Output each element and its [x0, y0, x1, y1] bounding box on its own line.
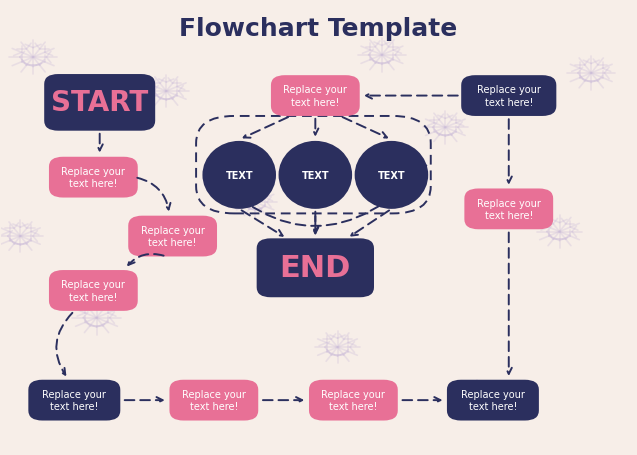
FancyBboxPatch shape [309, 380, 397, 420]
Text: Replace your
text here!: Replace your text here! [461, 389, 525, 411]
Text: Replace your
text here!: Replace your text here! [43, 389, 106, 411]
Text: Flowchart Template: Flowchart Template [180, 17, 457, 41]
FancyBboxPatch shape [169, 380, 258, 420]
Ellipse shape [278, 142, 352, 209]
FancyBboxPatch shape [128, 216, 217, 257]
Text: Replace your
text here!: Replace your text here! [61, 280, 125, 302]
Text: Replace your
text here!: Replace your text here! [182, 389, 246, 411]
FancyBboxPatch shape [44, 75, 155, 131]
FancyBboxPatch shape [464, 189, 553, 230]
Text: Replace your
text here!: Replace your text here! [477, 85, 541, 107]
FancyBboxPatch shape [257, 239, 374, 298]
Ellipse shape [203, 142, 276, 209]
Text: Replace your
text here!: Replace your text here! [61, 167, 125, 189]
FancyBboxPatch shape [271, 76, 360, 116]
FancyBboxPatch shape [461, 76, 556, 116]
Text: Replace your
text here!: Replace your text here! [141, 225, 204, 248]
FancyBboxPatch shape [49, 270, 138, 311]
Ellipse shape [355, 142, 428, 209]
Text: TEXT: TEXT [301, 171, 329, 181]
FancyBboxPatch shape [28, 380, 120, 420]
Text: Replace your
text here!: Replace your text here! [283, 85, 347, 107]
Text: START: START [51, 89, 148, 117]
Text: Replace your
text here!: Replace your text here! [477, 198, 541, 221]
Text: Replace your
text here!: Replace your text here! [322, 389, 385, 411]
FancyBboxPatch shape [447, 380, 539, 420]
FancyBboxPatch shape [49, 157, 138, 198]
Text: END: END [280, 254, 351, 283]
Text: TEXT: TEXT [225, 171, 253, 181]
Text: TEXT: TEXT [378, 171, 405, 181]
